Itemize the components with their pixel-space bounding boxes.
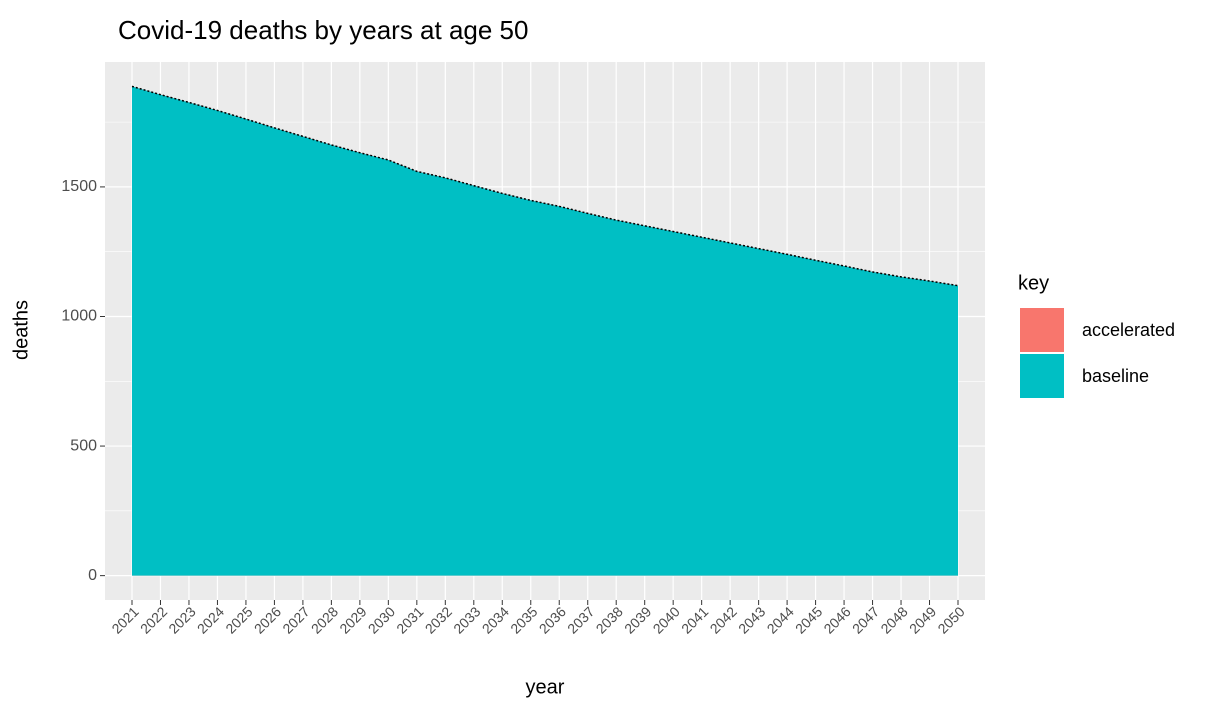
x-tick-label: 2050 <box>934 603 967 636</box>
x-tick-label: 2037 <box>564 603 597 636</box>
area-outline <box>131 85 959 287</box>
legend-swatch <box>1020 354 1064 398</box>
y-tick-label: 500 <box>70 437 97 454</box>
x-tick-label: 2022 <box>137 603 170 636</box>
x-tick-label: 2028 <box>308 603 341 636</box>
x-tick-label: 2021 <box>108 603 141 636</box>
x-tick-label: 2040 <box>650 603 683 636</box>
area <box>132 86 958 576</box>
chart-title: Covid-19 deaths by years at age 50 <box>118 15 528 45</box>
x-tick-label: 2041 <box>678 603 711 636</box>
x-tick-label: 2032 <box>422 603 455 636</box>
y-tick-label: 1500 <box>61 178 97 195</box>
legend-label: accelerated <box>1082 320 1175 340</box>
x-tick-label: 2024 <box>194 603 227 636</box>
x-tick-label: 2047 <box>849 603 882 636</box>
x-tick-label: 2027 <box>279 603 312 636</box>
legend-label: baseline <box>1082 366 1149 386</box>
x-tick-label: 2036 <box>536 603 569 636</box>
x-tick-label: 2023 <box>165 603 198 636</box>
x-tick-label: 2026 <box>251 603 284 636</box>
legend-title: key <box>1018 272 1049 294</box>
x-tick-label: 2045 <box>792 603 825 636</box>
x-tick-label: 2038 <box>593 603 626 636</box>
y-axis-label: deaths <box>10 300 32 360</box>
x-tick-label: 2031 <box>393 603 426 636</box>
x-axis-label: year <box>526 676 565 698</box>
x-tick-label: 2034 <box>479 603 512 636</box>
x-tick-label: 2039 <box>621 603 654 636</box>
x-tick-label: 2042 <box>707 603 740 636</box>
x-tick-label: 2046 <box>820 603 853 636</box>
x-tick-label: 2029 <box>336 603 369 636</box>
x-tick-label: 2033 <box>450 603 483 636</box>
y-tick-label: 1000 <box>61 308 97 325</box>
legend-swatch <box>1020 308 1064 352</box>
x-tick-label: 2048 <box>877 603 910 636</box>
x-tick-label: 2049 <box>906 603 939 636</box>
x-tick-label: 2030 <box>365 603 398 636</box>
x-tick-label: 2035 <box>507 603 540 636</box>
x-tick-label: 2044 <box>763 603 796 636</box>
y-tick-label: 0 <box>88 567 97 584</box>
x-tick-label: 2043 <box>735 603 768 636</box>
x-tick-label: 2025 <box>222 603 255 636</box>
